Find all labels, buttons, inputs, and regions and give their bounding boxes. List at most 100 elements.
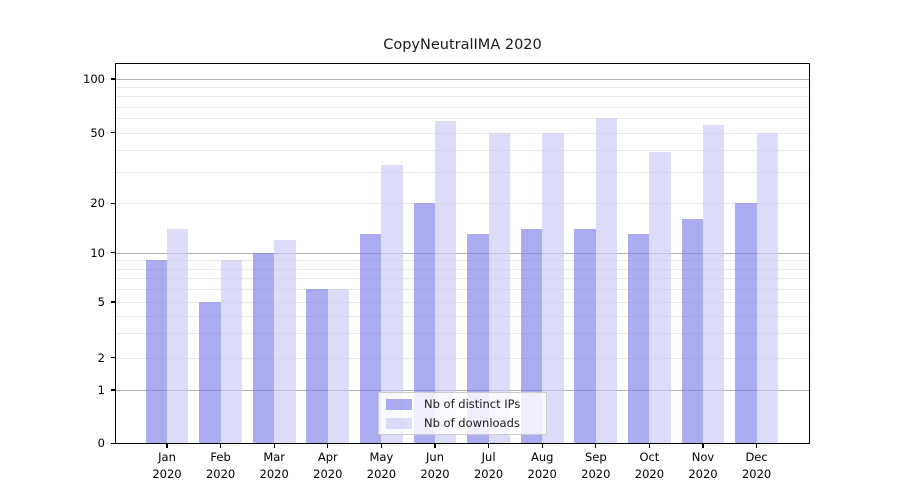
- y-major-gridline: [115, 252, 810, 254]
- x-tick-month: Apr: [317, 450, 338, 464]
- x-tick-label: Feb 2020: [194, 449, 248, 482]
- bar-downloads: [756, 132, 778, 444]
- bar-downloads: [595, 118, 618, 444]
- x-tick-mark: [434, 443, 436, 448]
- x-tick-year: 2020: [688, 466, 718, 481]
- x-tick-year: 2020: [366, 466, 397, 481]
- bar-distinct-ips: [413, 203, 435, 444]
- x-tick-year: 2020: [741, 466, 772, 481]
- bar-downloads: [703, 125, 725, 444]
- x-tick-year: 2020: [527, 466, 557, 481]
- bar-distinct-ips: [199, 302, 221, 444]
- x-tick-label: Dec 2020: [730, 449, 784, 482]
- legend-label-downloads: Nb of downloads: [424, 416, 520, 430]
- y-minor-gridline: [115, 268, 810, 270]
- x-tick-month: Aug: [530, 450, 554, 464]
- x-tick-mark: [541, 443, 543, 448]
- x-tick-year: 2020: [634, 466, 665, 481]
- y-tick-mark: [110, 389, 115, 391]
- x-tick-mark: [702, 443, 704, 448]
- x-tick-mark: [648, 443, 651, 448]
- bar-distinct-ips: [306, 289, 328, 444]
- x-tick-month: Oct: [639, 450, 660, 464]
- y-minor-gridline: [115, 332, 810, 334]
- x-tick-label: Aug 2020: [515, 449, 569, 482]
- x-tick-month: Nov: [691, 450, 715, 464]
- x-tick-year: 2020: [259, 466, 289, 481]
- y-minor-gridline: [115, 96, 810, 98]
- bar-distinct-ips: [360, 234, 382, 444]
- y-major-gridline: [115, 79, 810, 80]
- x-tick-mark: [327, 443, 329, 448]
- y-tick-mark: [110, 202, 115, 204]
- legend: Nb of distinct IPs Nb of downloads: [378, 392, 547, 435]
- bar-downloads: [381, 164, 403, 444]
- bar-downloads: [649, 151, 671, 444]
- y-minor-gridline: [115, 357, 810, 359]
- y-tick-mark: [110, 301, 115, 303]
- y-minor-gridline: [115, 87, 810, 89]
- bar-downloads: [435, 121, 457, 444]
- x-tick-month: Dec: [745, 450, 768, 464]
- x-tick-year: 2020: [205, 466, 236, 481]
- y-tick-mark: [110, 252, 115, 254]
- x-tick-month: Mar: [263, 450, 286, 464]
- x-tick-mark: [380, 443, 383, 448]
- x-tick-mark: [166, 443, 168, 448]
- x-tick-mark: [487, 443, 490, 448]
- chart-title: CopyNeutralIMA 2020: [383, 37, 542, 53]
- y-minor-gridline: [115, 302, 810, 303]
- y-minor-gridline: [115, 289, 810, 291]
- y-minor-gridline: [115, 106, 810, 108]
- y-tick-label: 100: [83, 72, 105, 86]
- x-tick-label: Mar 2020: [247, 449, 301, 482]
- y-tick-label: 2: [97, 350, 105, 365]
- x-tick-mark: [755, 443, 758, 448]
- y-minor-gridline: [115, 278, 810, 280]
- y-minor-gridline: [115, 118, 810, 120]
- y-minor-gridline: [115, 315, 810, 317]
- bar-downloads: [220, 260, 242, 444]
- x-tick-label: Jul 2020: [462, 449, 516, 482]
- legend-label-distinct-ips: Nb of distinct IPs: [424, 397, 521, 411]
- x-tick-month: Jul: [481, 450, 496, 464]
- y-tick-label: 50: [90, 125, 105, 140]
- bar-distinct-ips: [467, 234, 489, 444]
- x-tick-label: Jun 2020: [408, 449, 462, 482]
- legend-swatch-distinct-ips: [386, 398, 412, 410]
- x-tick-year: 2020: [420, 466, 450, 481]
- bar-distinct-ips: [681, 219, 703, 444]
- y-tick-label: 0: [97, 436, 105, 451]
- bar-downloads: [488, 132, 510, 444]
- x-tick-mark: [219, 443, 222, 448]
- plot-area: [115, 62, 810, 444]
- x-tick-month: Jan: [158, 450, 176, 464]
- x-tick-year: 2020: [313, 466, 343, 481]
- x-tick-label: Oct 2020: [622, 449, 676, 482]
- y-tick-mark: [110, 442, 115, 444]
- x-tick-label: Apr 2020: [301, 449, 355, 482]
- x-tick-year: 2020: [152, 466, 182, 481]
- y-tick-label: 1: [97, 383, 105, 397]
- bar-distinct-ips: [252, 252, 275, 444]
- x-tick-label: Nov 2020: [676, 449, 730, 482]
- x-tick-month: May: [369, 450, 394, 464]
- x-tick-year: 2020: [581, 466, 611, 481]
- x-tick-mark: [595, 443, 597, 448]
- x-tick-mark: [273, 443, 275, 448]
- x-tick-month: Jun: [426, 450, 444, 464]
- x-tick-label: Jan 2020: [140, 449, 194, 482]
- bar-downloads: [167, 228, 189, 444]
- y-minor-gridline: [115, 149, 810, 151]
- bar-distinct-ips: [520, 228, 543, 444]
- x-tick-label: May 2020: [354, 449, 408, 482]
- y-tick-mark: [110, 356, 115, 359]
- y-minor-gridline: [115, 132, 810, 134]
- y-major-gridline: [115, 390, 810, 391]
- bar-downloads: [274, 239, 296, 444]
- bar-downloads: [327, 289, 350, 444]
- legend-swatch-downloads: [386, 417, 412, 429]
- x-tick-month: Feb: [210, 450, 231, 464]
- y-tick-mark: [110, 131, 115, 134]
- x-tick-label: Sep 2020: [569, 449, 623, 482]
